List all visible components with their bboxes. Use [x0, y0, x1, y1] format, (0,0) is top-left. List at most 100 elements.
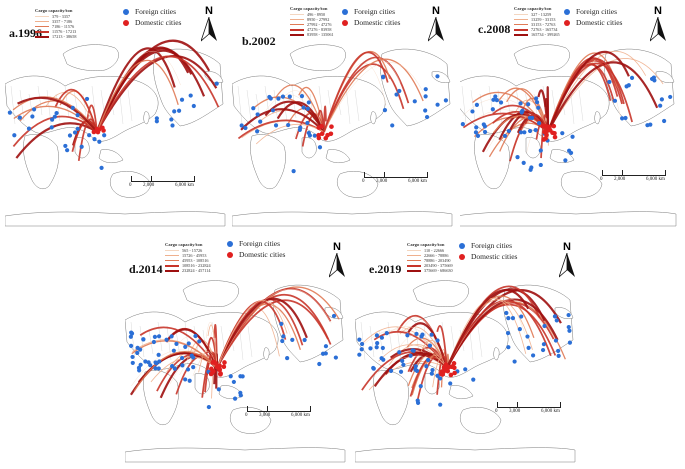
foreign-city-point — [397, 350, 402, 355]
foreign-city-point — [554, 318, 559, 323]
scale-zero: 0 — [245, 413, 248, 418]
flow-legend-item: 232824 - 457114 — [165, 268, 211, 273]
foreign-city-point — [267, 94, 272, 100]
flow-legend-item: 3357 - 7186 — [35, 19, 76, 24]
city-type-legend: Foreign cities Domestic cities — [123, 6, 181, 28]
foreign-city-point — [97, 139, 102, 144]
foreign-cities-label: Foreign cities — [354, 7, 396, 16]
flow-class-range: 7186 - 11576 — [52, 24, 75, 30]
scale-bar-line — [131, 176, 195, 182]
foreign-city-point — [560, 131, 565, 136]
foreign-city-point — [475, 133, 481, 138]
foreign-city-point — [398, 369, 404, 374]
foreign-city-point — [191, 365, 196, 370]
foreign-city-point — [425, 357, 431, 363]
flow-legend-item: 110 - 22666 — [407, 248, 453, 253]
panel-label: b.2002 — [242, 34, 276, 48]
flow-arc — [436, 325, 448, 369]
foreign-city-point — [30, 114, 35, 119]
map-panel-2002: b.2002 Cargo capacity/ton 496 - 8950 8950 -… — [232, 0, 454, 232]
foreign-city-point — [388, 368, 394, 374]
landmass-outline — [380, 48, 451, 127]
foreign-city-point — [185, 367, 191, 372]
foreign-city-point — [553, 338, 559, 343]
foreign-city-point — [153, 360, 158, 365]
foreign-city-point — [380, 75, 386, 80]
scale-end-label: 6,000 km — [541, 409, 560, 414]
foreign-city-point — [191, 103, 196, 109]
flow-legend-item: 565 - 15726 — [165, 248, 211, 253]
north-arrow-icon: N — [197, 5, 221, 45]
flow-arc — [546, 50, 630, 133]
foreign-city-point — [87, 133, 92, 138]
foreign-city-point — [17, 115, 22, 120]
flow-arc — [207, 324, 218, 369]
foreign-city-point — [170, 123, 175, 128]
scale-end-label: 6,000 km — [646, 177, 665, 182]
foreign-city-point — [538, 162, 543, 168]
map-canvas — [460, 44, 677, 227]
foreign-city-point — [188, 93, 193, 98]
foreign-city-point — [542, 323, 547, 329]
flow-legend-item: 27992 - 47276 — [290, 22, 334, 27]
scale-bar-tick — [384, 172, 385, 177]
foreign-city-point — [359, 341, 365, 347]
flow-class-legend: Cargo capacity/ton 565 - 15726 15726 - 459… — [165, 242, 211, 274]
north-arrow-icon: N — [555, 241, 579, 281]
landmass-outline — [98, 149, 124, 163]
domestic-city-point — [217, 371, 223, 377]
landmass-outline — [373, 370, 409, 425]
foreign-city-point — [276, 96, 281, 101]
foreign-city-point — [371, 365, 376, 371]
foreign-cities-legend-item: Foreign cities — [123, 6, 181, 17]
flow-arc — [96, 59, 179, 133]
foreign-city-point — [435, 373, 440, 378]
flow-legend-item: 11576 - 17213 — [35, 29, 76, 34]
flow-class-swatch — [35, 21, 49, 23]
foreign-dot-icon — [564, 8, 570, 15]
foreign-city-point — [525, 334, 530, 339]
foreign-city-point — [408, 353, 413, 358]
scale-bar-line — [602, 170, 666, 176]
foreign-city-point — [243, 125, 248, 131]
landmass-outline — [182, 280, 239, 307]
landmass-outline — [218, 385, 244, 399]
flow-legend-item: 165734 - 399265 — [514, 32, 560, 37]
foreign-city-point — [429, 332, 434, 337]
scale-bar-tick — [151, 176, 152, 181]
foreign-city-point — [522, 130, 527, 135]
foreign-city-point — [368, 346, 373, 351]
landmass-outline — [301, 137, 317, 159]
flow-class-swatch — [290, 24, 304, 26]
foreign-city-point — [157, 359, 162, 364]
foreign-city-point — [331, 313, 337, 319]
domestic-city-point — [329, 124, 334, 129]
domestic-city-point — [100, 125, 105, 131]
landmass-outline — [232, 211, 453, 227]
domestic-city-point — [552, 134, 558, 140]
foreign-city-point — [102, 133, 107, 138]
flow-class-range: 11576 - 17213 — [52, 29, 77, 35]
landmass-outline — [110, 171, 152, 198]
foreign-city-point — [251, 106, 256, 111]
foreign-city-point — [427, 343, 433, 348]
flow-class-range: 15726 - 45953 — [182, 253, 207, 259]
foreign-city-point — [63, 143, 68, 149]
domestic-dot-icon — [564, 19, 570, 26]
foreign-city-point — [306, 100, 311, 105]
foreign-city-point — [504, 310, 509, 316]
foreign-city-point — [405, 333, 410, 338]
domestic-cities-label: Domestic cities — [135, 18, 182, 27]
foreign-city-point — [651, 75, 656, 80]
flow-class-swatch — [407, 264, 421, 267]
foreign-city-point — [169, 117, 174, 122]
foreign-city-point — [552, 314, 558, 319]
foreign-city-point — [228, 374, 233, 379]
flow-legend-item: 8950 - 27992 — [290, 17, 334, 22]
foreign-city-point — [481, 122, 486, 127]
foreign-cities-legend-item: Foreign cities — [342, 6, 400, 17]
foreign-city-point — [438, 376, 443, 381]
foreign-city-point — [423, 87, 428, 92]
foreign-city-point — [374, 345, 379, 350]
flow-class-swatch — [514, 24, 528, 26]
